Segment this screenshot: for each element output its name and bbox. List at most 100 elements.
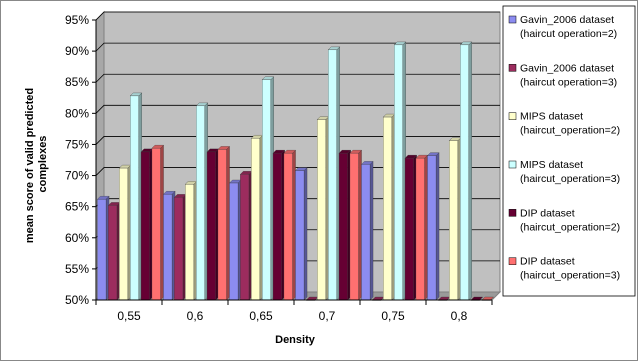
y-axis-title-line-1: mean score of valid predicted <box>24 88 36 243</box>
bar <box>316 116 330 301</box>
bar-front <box>427 155 437 301</box>
bar-front <box>119 167 129 301</box>
legend-swatch <box>508 209 517 217</box>
y-tick-label: 60% <box>65 231 89 245</box>
bar-front <box>327 49 337 301</box>
bar <box>361 160 374 301</box>
bar <box>382 113 396 301</box>
gridline <box>95 73 500 83</box>
y-tick-label: 80% <box>65 106 89 120</box>
bar-front <box>415 157 425 301</box>
gridline <box>95 42 500 52</box>
legend-entry: Gavin_2006 dataset (haircut operation=2) <box>508 14 617 40</box>
bar <box>272 149 286 301</box>
legend-label-line-2: (haircut operation=2) <box>520 28 617 40</box>
bar <box>427 152 440 301</box>
bar-front <box>251 138 261 301</box>
legend-swatch <box>508 64 517 72</box>
bar-front <box>295 170 305 301</box>
legend-swatch <box>508 112 517 120</box>
y-tick-labels: 50% 55% 60% 65% 70% 75% 80% 85% 90% 95% <box>65 13 89 307</box>
x-tick-label: 0,65 <box>249 309 273 323</box>
legend-label-line-1: DIP dataset <box>520 207 575 219</box>
bar-front <box>283 153 293 301</box>
bar <box>129 92 143 301</box>
gridline <box>95 11 500 21</box>
bar-side <box>358 149 362 301</box>
bar-side <box>226 146 230 301</box>
bar-front <box>393 44 403 301</box>
bar <box>261 76 275 301</box>
x-axis-title: Density <box>275 334 316 346</box>
legend-swatch <box>508 160 517 169</box>
x-tick-label: 0,75 <box>381 309 405 323</box>
bar-front <box>317 119 327 301</box>
bar-side <box>292 149 296 301</box>
legend-box <box>502 5 636 297</box>
legend-label-line-2: (haircut_operation=2) <box>520 221 620 233</box>
bar <box>459 41 473 301</box>
legend: Gavin_2006 dataset(haircut operation=2)G… <box>502 5 636 297</box>
bar-front <box>129 95 139 301</box>
bar-front <box>229 182 239 301</box>
bar-front <box>163 194 173 301</box>
bar-front <box>185 184 195 301</box>
bar-front <box>97 199 107 301</box>
bar <box>295 167 308 301</box>
bar <box>195 102 209 301</box>
bar <box>107 202 121 301</box>
bar-side <box>435 152 440 301</box>
legend-label-line-1: Gavin_2006 dataset <box>520 62 614 74</box>
bar-front <box>349 153 359 301</box>
legend-label-line-1: MIPS dataset <box>520 111 583 123</box>
legend-swatch <box>508 257 517 265</box>
bar-side <box>303 167 308 301</box>
gridline <box>95 136 500 145</box>
bar <box>448 137 462 301</box>
bar <box>229 179 242 301</box>
bar-front <box>195 105 205 301</box>
y-tick-label: 50% <box>65 293 89 307</box>
bar-side <box>424 154 428 301</box>
bar-front <box>383 116 393 301</box>
y-tick-label: 65% <box>65 200 89 214</box>
legend-entry: MIPS dataset (haircut_operation=2) <box>508 111 620 137</box>
legend-entry: MIPS dataset (haircut_operation=3) <box>508 159 620 185</box>
legend-entry: DIP dataset (haircut_operation=2) <box>508 207 620 233</box>
bar-front <box>206 151 216 301</box>
bar-front <box>272 153 282 301</box>
bar <box>173 193 187 301</box>
gridline <box>95 104 500 114</box>
legend-entry: DIP dataset (haircut_operation=3) <box>508 256 620 282</box>
legend-entry: Gavin_2006 dataset (haircut operation=3) <box>508 62 617 88</box>
legend-swatch <box>508 15 517 24</box>
y-tick-label: 55% <box>65 262 89 276</box>
x-tick-label: 0,8 <box>451 309 468 323</box>
bars <box>97 41 494 301</box>
legend-label-line-1: Gavin_2006 dataset <box>520 14 614 26</box>
bar-front <box>217 149 227 301</box>
x-tick-label: 0,55 <box>117 309 141 323</box>
bar <box>140 148 154 301</box>
bar <box>217 146 230 301</box>
legend-label-line-1: DIP dataset <box>520 256 575 268</box>
axes <box>92 19 493 305</box>
bar <box>338 149 352 301</box>
y-tick-label: 90% <box>65 44 89 58</box>
bar <box>327 46 341 301</box>
bar-side <box>468 41 472 301</box>
bar-front <box>449 140 459 301</box>
legend-label-line-2: (haircut_operation=2) <box>520 125 620 137</box>
x-tick-labels: 0,55 0,6 0,65 0,7 0,75 0,8 <box>117 309 467 323</box>
bar-front <box>261 79 271 301</box>
x-tick-label: 0,6 <box>187 309 204 323</box>
legend-label-line-2: (haircut_operation=3) <box>520 173 620 185</box>
y-tick-label: 85% <box>65 75 89 89</box>
bar <box>404 154 418 301</box>
bar <box>393 41 407 301</box>
bar <box>206 148 220 301</box>
y-tick-label: 70% <box>65 169 89 183</box>
bar-front <box>240 174 250 301</box>
legend-label-line-2: (haircut operation=3) <box>520 76 617 88</box>
